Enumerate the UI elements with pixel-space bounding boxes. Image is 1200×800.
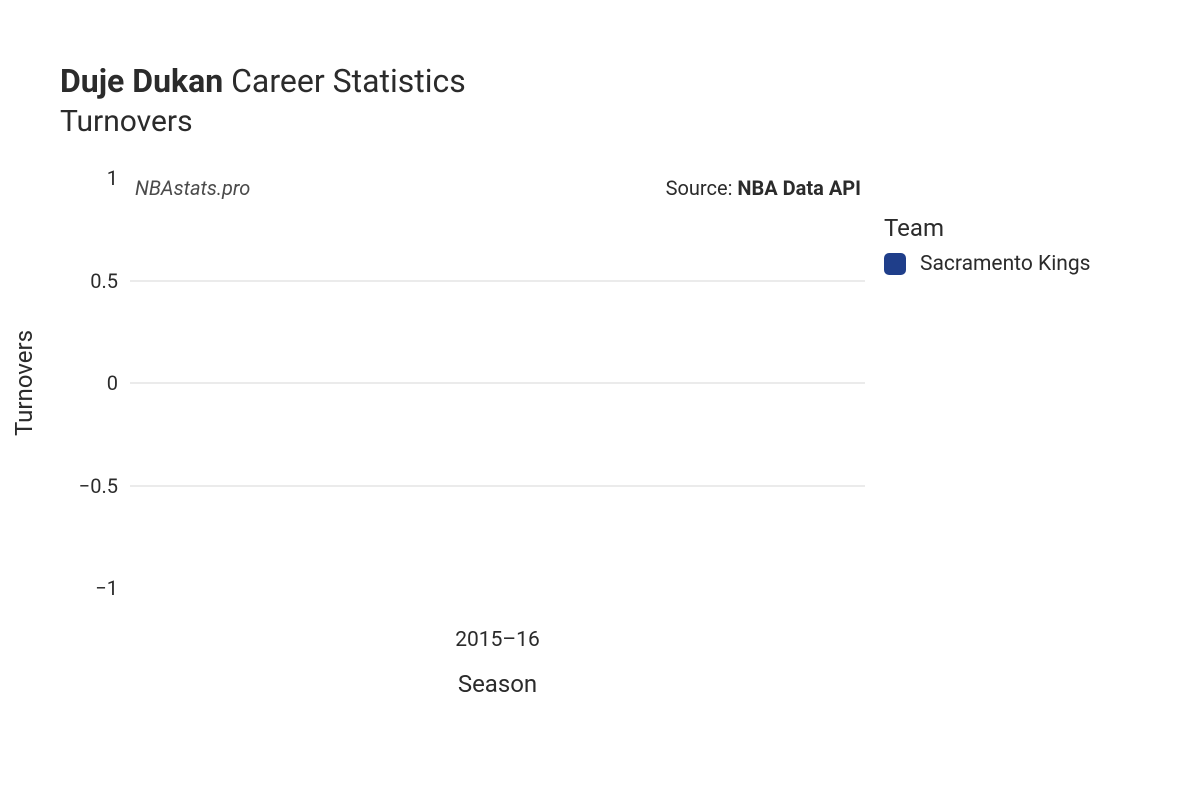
- chart-title: Duje Dukan Career Statistics: [60, 62, 466, 100]
- watermark-text: NBAstats.pro: [135, 176, 250, 200]
- title-block: Duje Dukan Career Statistics Turnovers: [60, 62, 466, 139]
- y-tick-label: 1: [107, 166, 118, 190]
- source-attribution: Source: NBA Data API: [666, 176, 861, 200]
- x-tick-label: 2015–16: [455, 628, 540, 652]
- legend-title: Team: [884, 214, 1091, 242]
- y-tick-label: −1: [95, 576, 118, 600]
- x-axis-label: Season: [458, 670, 537, 698]
- gridline: [130, 485, 865, 487]
- legend-swatch-icon: [884, 253, 906, 275]
- source-prefix: Source:: [666, 176, 738, 200]
- legend-item: Sacramento Kings: [884, 252, 1091, 276]
- chart-subtitle: Turnovers: [60, 104, 466, 139]
- legend: Team Sacramento Kings: [884, 214, 1091, 276]
- gridline: [130, 382, 865, 384]
- source-name: NBA Data API: [737, 176, 861, 200]
- legend-item-label: Sacramento Kings: [920, 252, 1091, 276]
- y-tick-label: 0: [107, 371, 118, 395]
- title-suffix: Career Statistics: [231, 62, 466, 100]
- y-tick-label: 0.5: [90, 269, 118, 293]
- player-name: Duje Dukan: [60, 62, 223, 100]
- gridline: [130, 280, 865, 282]
- plot-area: NBAstats.pro Source: NBA Data API 2015–1…: [130, 178, 865, 588]
- y-tick-label: −0.5: [79, 474, 118, 498]
- chart-container: Duje Dukan Career Statistics Turnovers T…: [0, 0, 1200, 800]
- y-axis-label: Turnovers: [10, 330, 38, 436]
